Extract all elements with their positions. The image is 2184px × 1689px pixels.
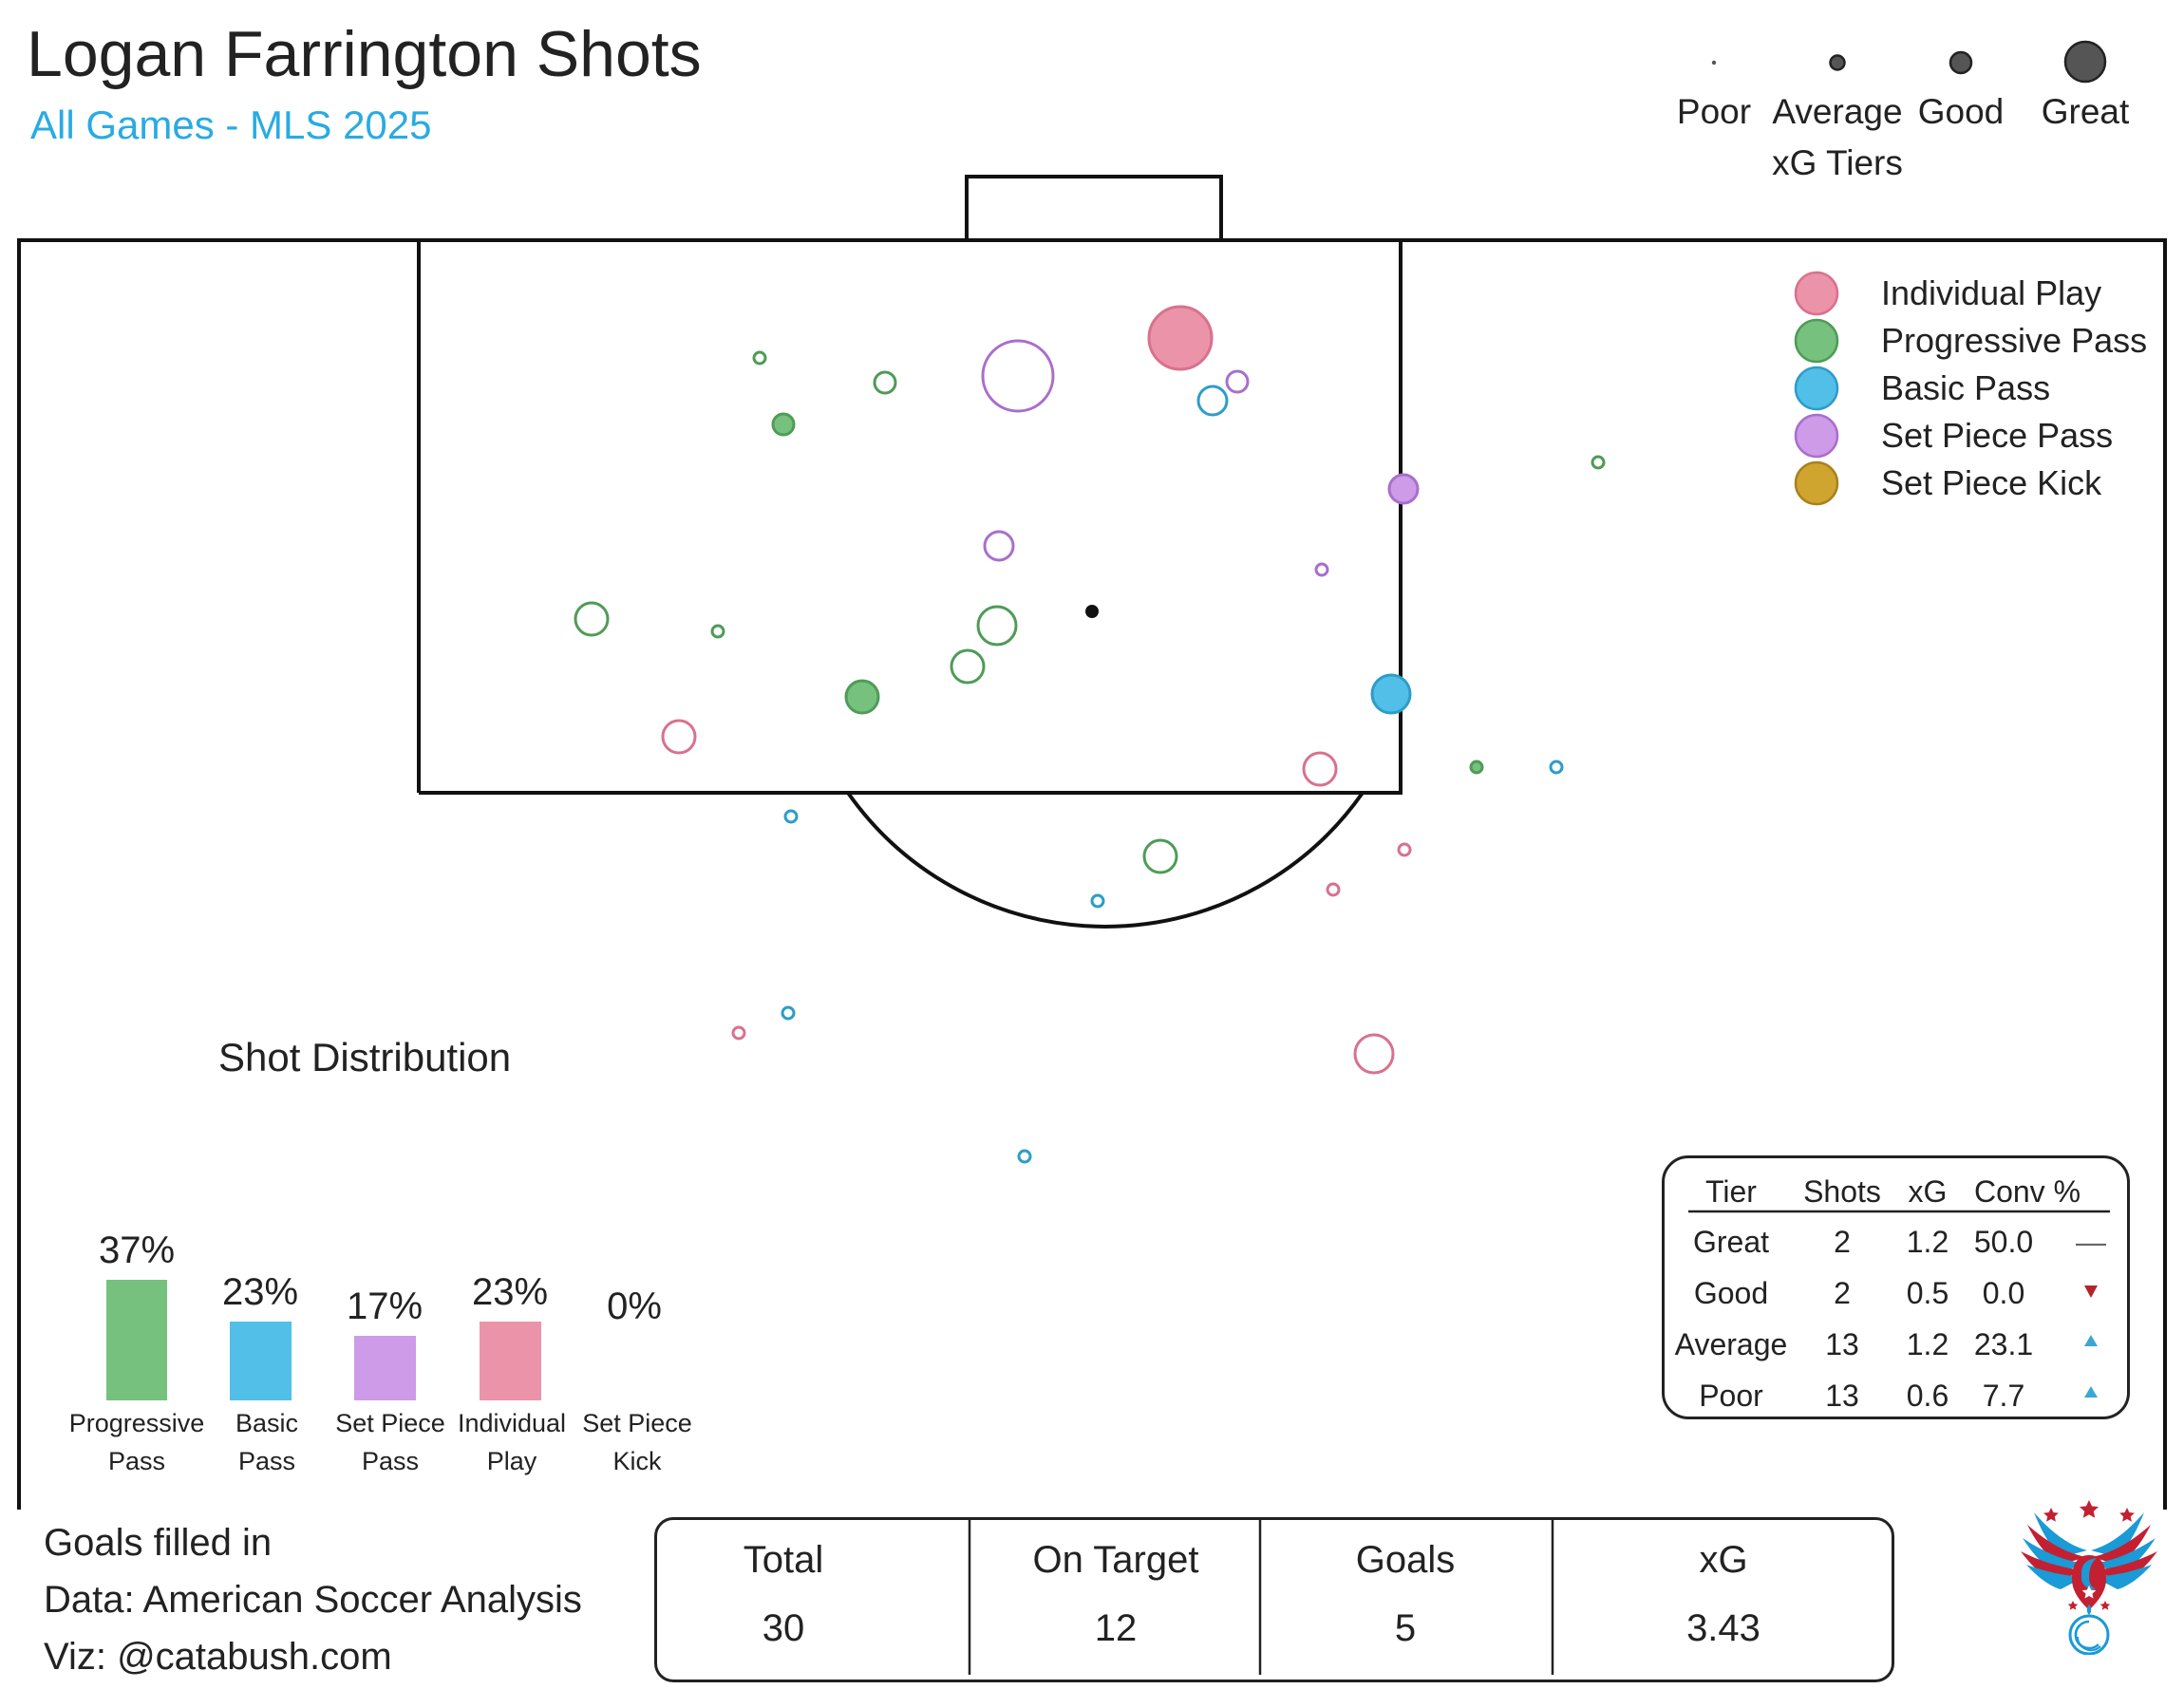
svg-text:Set Piece Pass: Set Piece Pass [1881,416,2113,455]
svg-text:Basic Pass: Basic Pass [1881,368,2050,407]
svg-text:Progressive Pass: Progressive Pass [1881,321,2147,360]
svg-text:Individual Play: Individual Play [1881,273,2101,312]
svg-text:Set Piece Kick: Set Piece Kick [1881,463,2102,502]
